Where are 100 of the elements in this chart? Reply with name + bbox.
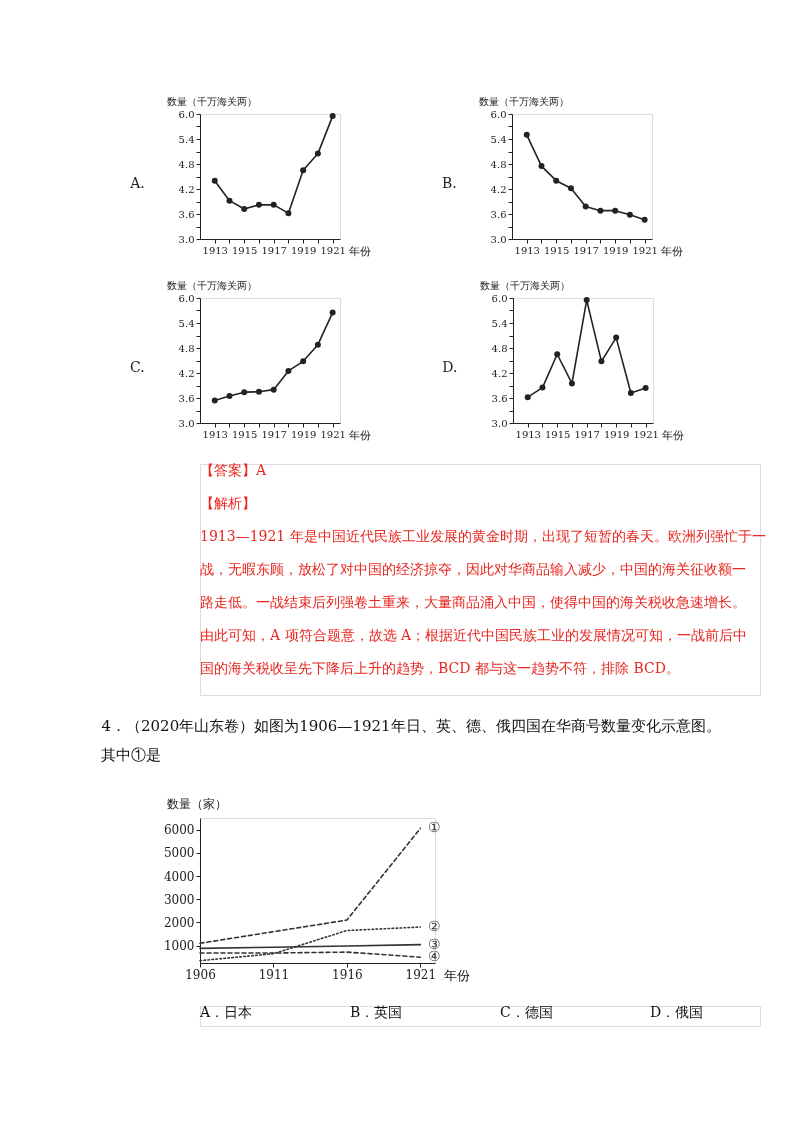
y-tick-label: 3.6 <box>178 208 195 220</box>
x-tick-label: 1919 <box>290 428 317 440</box>
point <box>211 397 218 404</box>
text: 战，无暇东顾，放松了对中国的经济掠夺，因此对华商品输入减少，中国的海关征收额一 <box>200 561 746 577</box>
text: D. <box>442 358 458 375</box>
y-tick-label: 3.0 <box>178 417 195 429</box>
x-tick-label: 1913 <box>202 244 228 256</box>
y-tick-label: 5.4 <box>178 317 195 329</box>
point <box>538 163 545 170</box>
point <box>524 394 531 401</box>
point <box>226 197 233 204</box>
x-tick-label: 1919 <box>602 244 629 256</box>
x-tick-label: 1916 <box>332 967 363 982</box>
x-tick-label: 1921 <box>320 428 346 440</box>
y-tick-label: 6000 <box>163 823 195 838</box>
text: 由此可知，A 项符合题意，故选 A；根据近代中国民族工业的发展情况可知，一战前后中 <box>200 627 748 643</box>
y-tick-label: 5.4 <box>491 317 508 329</box>
y-tick-label: 1000 <box>163 939 195 954</box>
point <box>568 380 575 387</box>
y-tick-label: 4.8 <box>178 342 195 354</box>
y-tick-label: 6.0 <box>178 108 195 120</box>
y-tick-label: 4.2 <box>490 183 507 195</box>
y-tick-label: 3.6 <box>178 392 195 404</box>
y-tick-label: 3000 <box>163 892 195 907</box>
text: D．俄国 <box>650 1004 704 1020</box>
text: B. <box>441 174 457 191</box>
point <box>241 389 248 396</box>
point <box>583 297 590 304</box>
text: 国的海关税收呈先下降后上升的趋势，BCD 都与这一趋势不符，排除 BCD。 <box>200 660 680 676</box>
x-tick-label: 1911 <box>258 967 290 982</box>
y-tick-label: 3.0 <box>490 233 507 245</box>
point <box>255 388 262 395</box>
text: C．德国 <box>500 1004 553 1020</box>
line-series <box>199 827 422 945</box>
line-series <box>199 926 422 962</box>
point <box>285 210 292 217</box>
chart-subtitle: 其中①是 <box>101 746 162 764</box>
point <box>329 309 336 316</box>
series-label: ① <box>428 819 442 836</box>
x-axis-title: 年份 <box>660 244 683 258</box>
point <box>597 207 604 214</box>
y-tick-label: 5.4 <box>490 133 507 145</box>
y-tick-label: 3.0 <box>178 233 195 245</box>
y-tick-label: 6.0 <box>491 292 508 304</box>
y-tick-label: 3.6 <box>490 208 507 220</box>
x-tick-label: 1915 <box>231 428 258 440</box>
x-tick-label: 1919 <box>290 244 317 256</box>
y-axis-title: 数量（千万海关两） <box>166 95 257 107</box>
text: 路走低。一战结束后列强卷土重来，大量商品涌入中国，使得中国的海关税收急速增长。 <box>200 594 746 610</box>
point <box>314 150 321 157</box>
point <box>270 201 277 208</box>
y-tick-label: 4.2 <box>491 367 508 379</box>
x-axis-title: 年份 <box>443 967 470 983</box>
y-tick-label: 4.2 <box>178 367 195 379</box>
point <box>211 177 218 184</box>
point <box>554 351 561 358</box>
x-tick-label: 1921 <box>405 967 437 982</box>
point <box>613 334 620 341</box>
point <box>241 206 248 212</box>
x-tick-label: 1917 <box>261 428 287 440</box>
y-tick-label: 2000 <box>163 915 195 930</box>
point <box>329 113 336 120</box>
y-tick-label: 4.8 <box>491 342 508 354</box>
x-tick-label: 1913 <box>514 244 540 256</box>
y-tick-label: 4.2 <box>178 183 195 195</box>
x-tick-label: 1906 <box>185 967 216 982</box>
point <box>612 207 619 214</box>
x-axis-title: 年份 <box>661 428 684 442</box>
point <box>567 185 574 192</box>
x-tick-label: 1919 <box>603 428 630 440</box>
y-tick-label: 5000 <box>163 846 195 861</box>
point <box>553 177 560 184</box>
x-tick-label: 1921 <box>632 244 658 256</box>
y-tick-label: 6.0 <box>490 108 507 120</box>
y-tick-label: 3.0 <box>491 417 508 429</box>
point <box>255 201 262 208</box>
x-tick-label: 1913 <box>202 428 228 440</box>
y-tick-label: 6.0 <box>178 292 195 304</box>
x-tick-label: 1915 <box>543 244 570 256</box>
x-tick-label: 1917 <box>574 428 600 440</box>
point <box>641 216 648 223</box>
point <box>300 358 307 365</box>
point <box>539 384 546 391</box>
text: 【答案】A <box>200 462 267 478</box>
text: 1913—1921 年是中国近代民族工业发展的黄金时期，出现了短暂的春天。欧洲列强忙于一 <box>200 528 766 544</box>
text: C. <box>130 358 145 375</box>
y-tick-label: 4.8 <box>490 158 507 170</box>
chart-title: 4．（2020年山东卷）如图为1906—1921年日、英、德、俄四国在华商号数量变化示意图。 <box>101 717 721 735</box>
text: 【解析】 <box>200 495 256 511</box>
point <box>300 167 307 174</box>
point <box>285 367 292 374</box>
y-tick-label: 5.4 <box>178 133 195 145</box>
y-axis-title: 数量（千万海关两） <box>166 279 257 291</box>
point <box>314 341 321 348</box>
point <box>627 390 634 396</box>
point <box>598 358 605 365</box>
x-tick-label: 1913 <box>515 428 541 440</box>
point <box>642 385 649 391</box>
series-label: ② <box>428 918 442 935</box>
y-tick-label: 4.8 <box>178 158 195 170</box>
